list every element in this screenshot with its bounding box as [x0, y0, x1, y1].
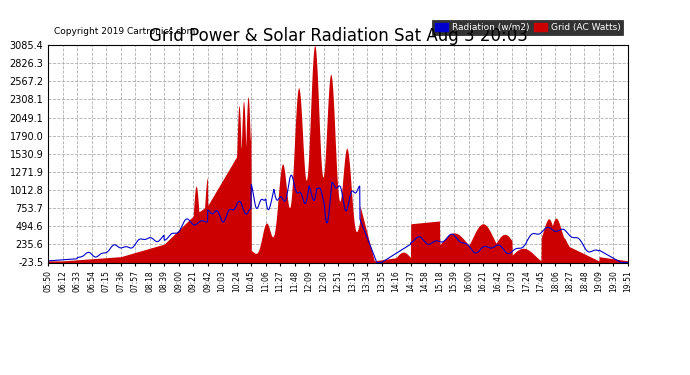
Text: Copyright 2019 Cartronics.com: Copyright 2019 Cartronics.com: [54, 27, 195, 36]
Title: Grid Power & Solar Radiation Sat Aug 3 20:03: Grid Power & Solar Radiation Sat Aug 3 2…: [148, 27, 528, 45]
Legend: Radiation (w/m2), Grid (AC Watts): Radiation (w/m2), Grid (AC Watts): [432, 20, 623, 35]
